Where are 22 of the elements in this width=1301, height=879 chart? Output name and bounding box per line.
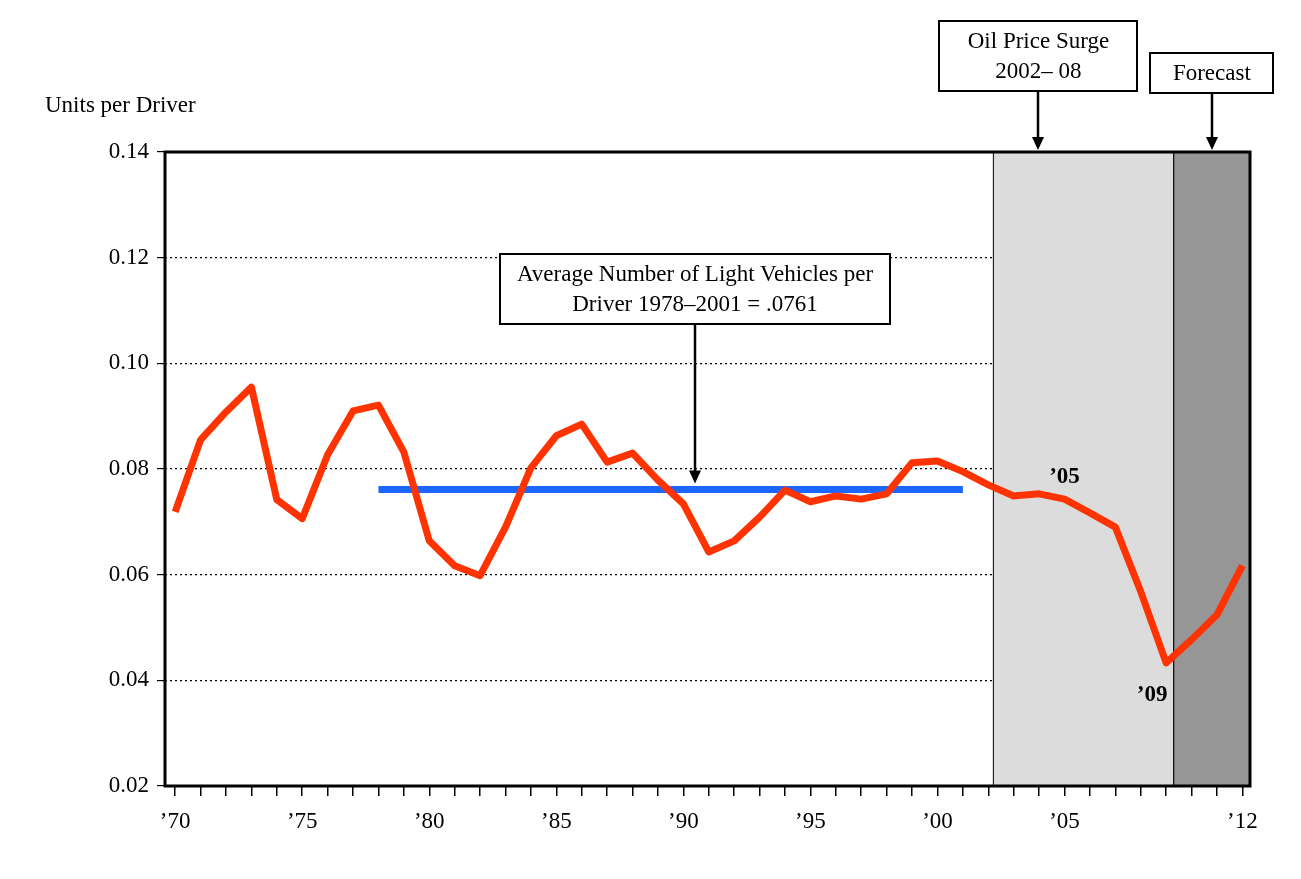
x-tick-label: ’90 [668,807,699,833]
y-tick-label: 0.12 [108,243,149,269]
y-tick-label: 0.08 [108,455,149,481]
y-tick-label: 0.10 [108,349,149,375]
x-tick-label: ’05 [1049,807,1080,833]
callout-box: Forecast [1149,52,1275,94]
annotation: ’05 [1049,463,1080,489]
y-axis-title: Units per Driver [45,92,196,118]
y-tick-label: 0.14 [108,138,150,164]
x-tick-label: ’75 [286,807,318,833]
annotation: ’09 [1136,680,1168,706]
x-tick-label: ’00 [922,807,953,833]
x-tick-label: ’85 [540,807,572,833]
x-tick-label: ’95 [795,807,826,833]
x-tick-label: ’12 [1227,807,1258,833]
callout-box: Oil Price Surge 2002– 08 [938,20,1139,92]
x-tick-label: ’80 [413,807,445,833]
y-tick-label: 0.04 [108,666,150,692]
x-tick-label: ’70 [159,807,191,833]
y-tick-label: 0.02 [108,772,149,798]
y-tick-label: 0.06 [108,560,149,586]
callout-box: Average Number of Light Vehicles per Driver 1978–2001 = .0761 [499,253,891,325]
